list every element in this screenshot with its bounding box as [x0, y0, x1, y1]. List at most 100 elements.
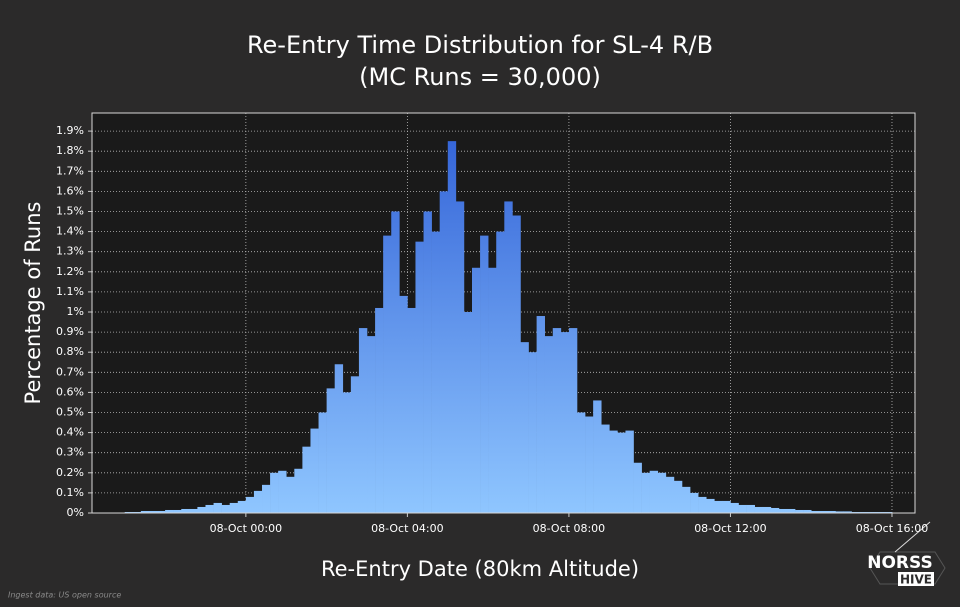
y-tick-label: 1% [67, 305, 84, 318]
bar [504, 201, 513, 514]
bar [423, 211, 432, 513]
bar [690, 492, 699, 513]
logo-box [898, 572, 934, 586]
y-tick-label: 1.1% [56, 285, 84, 298]
bar [480, 235, 489, 513]
bar [706, 498, 715, 513]
bar [205, 504, 214, 513]
bar [528, 352, 537, 513]
bar [447, 141, 457, 514]
bars [124, 141, 893, 514]
bar [762, 506, 772, 513]
bar [754, 506, 764, 513]
bar [334, 364, 344, 513]
bar [851, 511, 860, 513]
bar [140, 510, 150, 513]
logo: NORSS HIVE [867, 521, 946, 587]
bar [318, 412, 327, 513]
x-tick-label: 08-Oct 12:00 [694, 522, 767, 535]
bar [415, 241, 424, 513]
bar [270, 472, 279, 513]
bar [383, 235, 392, 513]
bar [875, 511, 885, 513]
bar [148, 510, 158, 513]
bar [302, 446, 311, 513]
bar [883, 511, 893, 513]
bar [819, 510, 828, 513]
bar [350, 376, 360, 513]
y-tick-label: 0.6% [56, 385, 84, 398]
plot-border [91, 112, 916, 514]
bar [681, 486, 691, 513]
bar [262, 484, 271, 513]
y-tick-label: 0.5% [56, 405, 84, 418]
bar [811, 510, 820, 513]
bar [835, 511, 844, 513]
bar [576, 412, 586, 513]
bar [593, 400, 602, 513]
bar [399, 295, 408, 513]
bar [229, 502, 239, 513]
logo-subtext: HIVE [900, 573, 932, 587]
bar [157, 510, 166, 513]
bar [326, 388, 336, 513]
bar [609, 430, 618, 513]
bar [294, 468, 303, 513]
bar [237, 500, 247, 513]
y-tick-label: 1.2% [56, 265, 84, 278]
x-tick-label: 08-Oct 08:00 [533, 522, 606, 535]
bar [286, 476, 295, 513]
bar [124, 511, 134, 513]
bar [786, 508, 796, 513]
bar [633, 462, 642, 513]
x-tick-label: 08-Oct 16:00 [856, 522, 929, 535]
bar [649, 470, 659, 513]
bar [431, 231, 440, 514]
bar [859, 511, 869, 513]
y-tick-label: 0.1% [56, 486, 84, 499]
y-tick-label: 0% [67, 506, 84, 519]
logo-hex [869, 551, 946, 585]
y-tick-label: 1.4% [56, 225, 84, 238]
bar [278, 470, 287, 513]
bar [165, 509, 174, 513]
bar [625, 430, 634, 513]
bar [698, 496, 707, 513]
bar [189, 508, 198, 513]
bar [221, 504, 231, 513]
chart-subtitle: (MC Runs = 30,000) [359, 63, 601, 91]
bar [375, 307, 384, 513]
bar [213, 502, 222, 513]
bar [601, 424, 610, 513]
bar [722, 500, 731, 513]
bar [132, 511, 142, 513]
bar [730, 502, 739, 513]
bar [673, 480, 683, 513]
y-tick-label: 1.7% [56, 164, 84, 177]
bar [778, 508, 788, 513]
bar [181, 508, 190, 513]
y-tick-label: 0.7% [56, 365, 84, 378]
bar [197, 506, 206, 513]
bar [245, 496, 255, 513]
x-tick-label: 08-Oct 04:00 [371, 522, 444, 535]
bar [407, 307, 416, 513]
bar [867, 511, 877, 513]
bar [367, 336, 376, 513]
bar [665, 476, 675, 513]
x-axis-label: Re-Entry Date (80km Altitude) [321, 557, 639, 581]
bar [358, 328, 368, 513]
bar [455, 201, 465, 514]
y-tick-label: 1.6% [56, 184, 84, 197]
bar [641, 472, 650, 513]
bar [544, 336, 554, 513]
bar [520, 342, 529, 513]
bar [843, 511, 852, 513]
bar [738, 504, 747, 513]
bar [657, 472, 667, 513]
bar [803, 509, 812, 513]
bar [585, 416, 594, 513]
y-tick-label: 0.4% [56, 426, 84, 439]
bar [472, 267, 481, 513]
